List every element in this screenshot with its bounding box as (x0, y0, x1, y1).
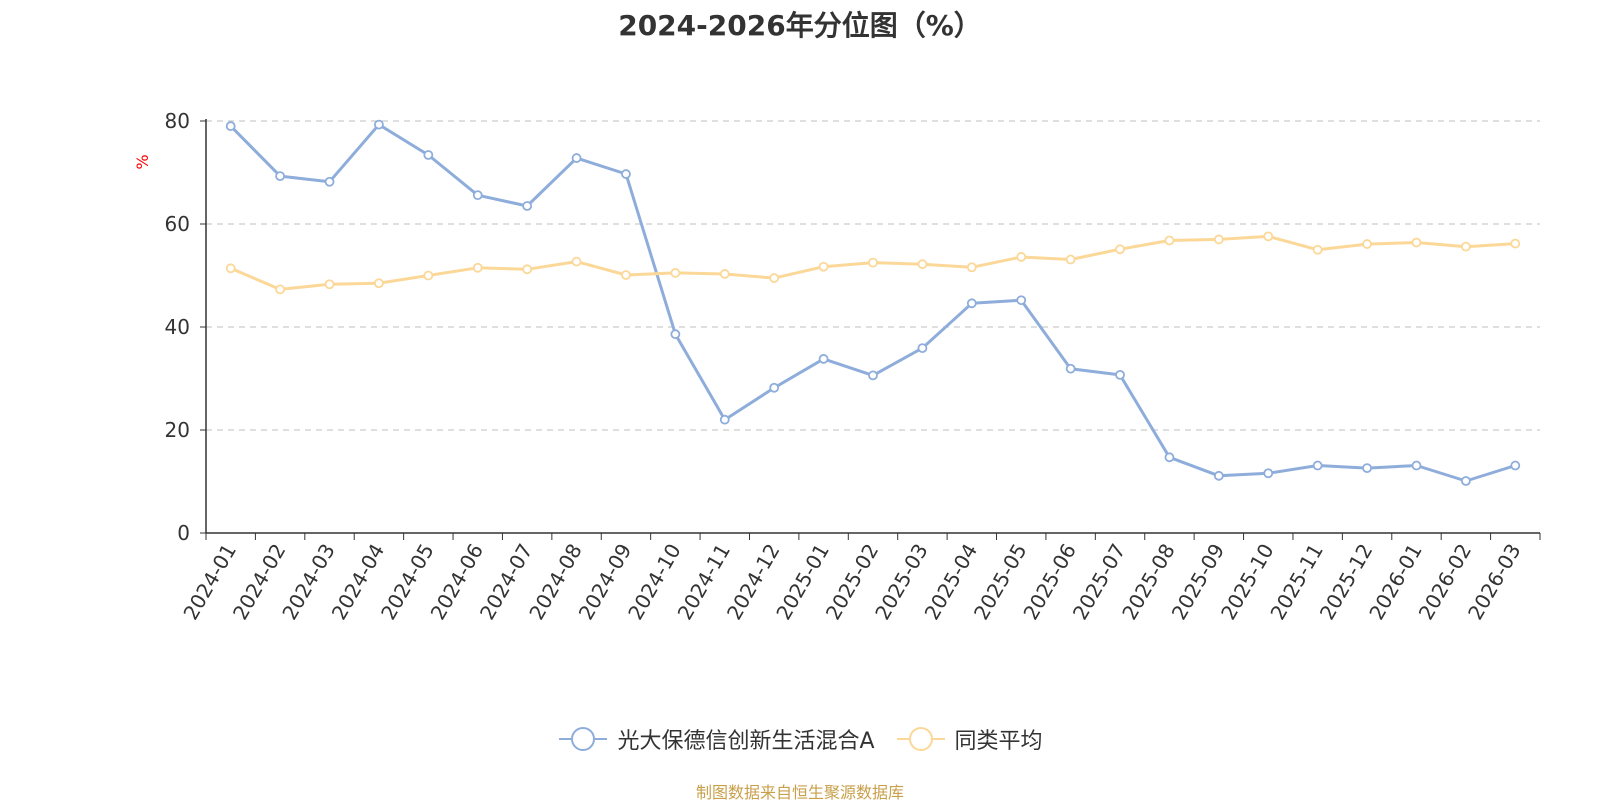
data-point-series-2 (571, 256, 582, 267)
data-point-series-1 (423, 150, 434, 160)
x-axis: 2024-012024-022024-032024-042024-052024-… (178, 532, 1541, 624)
data-source-note: 制图数据来自恒生聚源数据库 (695, 783, 904, 802)
data-point-series-1 (670, 329, 681, 340)
legend-label: 同类平均 (954, 729, 1043, 754)
data-point-series-2 (275, 284, 286, 295)
line-chart: 0 20 40 60 80 2024-012024-022024-032024-0420… (133, 109, 1541, 624)
data-point-series-1 (621, 169, 631, 179)
data-point-series-1 (917, 343, 928, 354)
data-point-series-1 (1312, 460, 1323, 471)
legend-item-series-1[interactable]: 光大保德信创新生活混合A (557, 723, 875, 755)
legend-marker-icon (559, 727, 608, 751)
data-point-series-2 (719, 269, 730, 279)
series-layer (225, 119, 1521, 486)
data-point-series-2 (1016, 252, 1027, 262)
data-point-series-2 (1263, 231, 1274, 242)
data-point-series-2 (423, 270, 434, 281)
data-point-series-2 (1115, 244, 1125, 255)
data-point-series-2 (1362, 239, 1372, 249)
data-point-series-1 (1065, 363, 1076, 374)
data-point-series-2 (374, 278, 384, 289)
data-point-series-1 (571, 153, 582, 163)
y-tick-label: 0 (177, 521, 190, 545)
data-point-series-1 (225, 121, 236, 132)
data-point-series-2 (324, 279, 335, 290)
data-point-series-2 (868, 257, 878, 268)
data-point-series-2 (1510, 238, 1521, 249)
legend-label: 光大保德信创新生活混合A (617, 729, 875, 754)
data-point-series-1 (769, 382, 780, 393)
data-point-series-2 (522, 264, 533, 275)
data-point-series-1 (1115, 369, 1125, 380)
data-point-series-2 (1411, 237, 1422, 248)
data-point-series-1 (374, 119, 384, 130)
data-point-series-2 (670, 268, 681, 278)
data-point-series-2 (472, 262, 483, 273)
series-line-1 (229, 123, 1516, 483)
data-point-series-2 (1312, 244, 1323, 255)
y-tick-label: 20 (165, 418, 190, 442)
data-point-series-2 (225, 263, 236, 274)
data-point-series-1 (719, 414, 730, 425)
y-axis-label: % (133, 154, 152, 169)
legend-item-series-2[interactable]: 同类平均 (895, 723, 1043, 755)
data-point-series-2 (769, 273, 780, 283)
data-point-series-1 (1263, 468, 1274, 479)
y-tick-label: 80 (165, 109, 190, 133)
data-point-series-1 (522, 201, 533, 211)
y-axis: 0 20 40 60 80 (165, 109, 207, 545)
data-point-series-1 (1164, 452, 1175, 463)
y-tick-label: 40 (165, 315, 190, 339)
chart-title: 2024-2026年分位图（%） (618, 9, 982, 42)
data-point-series-1 (275, 171, 286, 182)
data-point-series-1 (1213, 470, 1224, 481)
data-point-series-2 (1460, 241, 1471, 252)
data-point-series-1 (1411, 460, 1422, 471)
data-point-series-2 (966, 262, 977, 273)
legend: 光大保德信创新生活混合A 同类平均 (0, 723, 1600, 755)
data-point-series-1 (324, 176, 335, 187)
y-tick-label: 60 (165, 212, 190, 236)
data-point-series-1 (1510, 460, 1521, 471)
data-point-series-2 (621, 270, 631, 280)
data-point-series-2 (1164, 235, 1175, 246)
data-point-series-1 (868, 370, 878, 381)
data-point-series-1 (472, 190, 483, 201)
data-point-series-1 (1016, 295, 1027, 306)
data-point-series-1 (1362, 463, 1372, 474)
grid-lines (206, 120, 1540, 431)
legend-marker-icon (896, 727, 945, 751)
data-point-series-2 (818, 261, 829, 272)
data-point-series-1 (966, 298, 977, 309)
data-point-series-2 (1213, 234, 1224, 245)
data-point-series-1 (1460, 476, 1471, 486)
data-point-series-1 (818, 354, 829, 364)
data-point-series-2 (917, 259, 928, 270)
data-point-series-2 (1065, 254, 1076, 265)
